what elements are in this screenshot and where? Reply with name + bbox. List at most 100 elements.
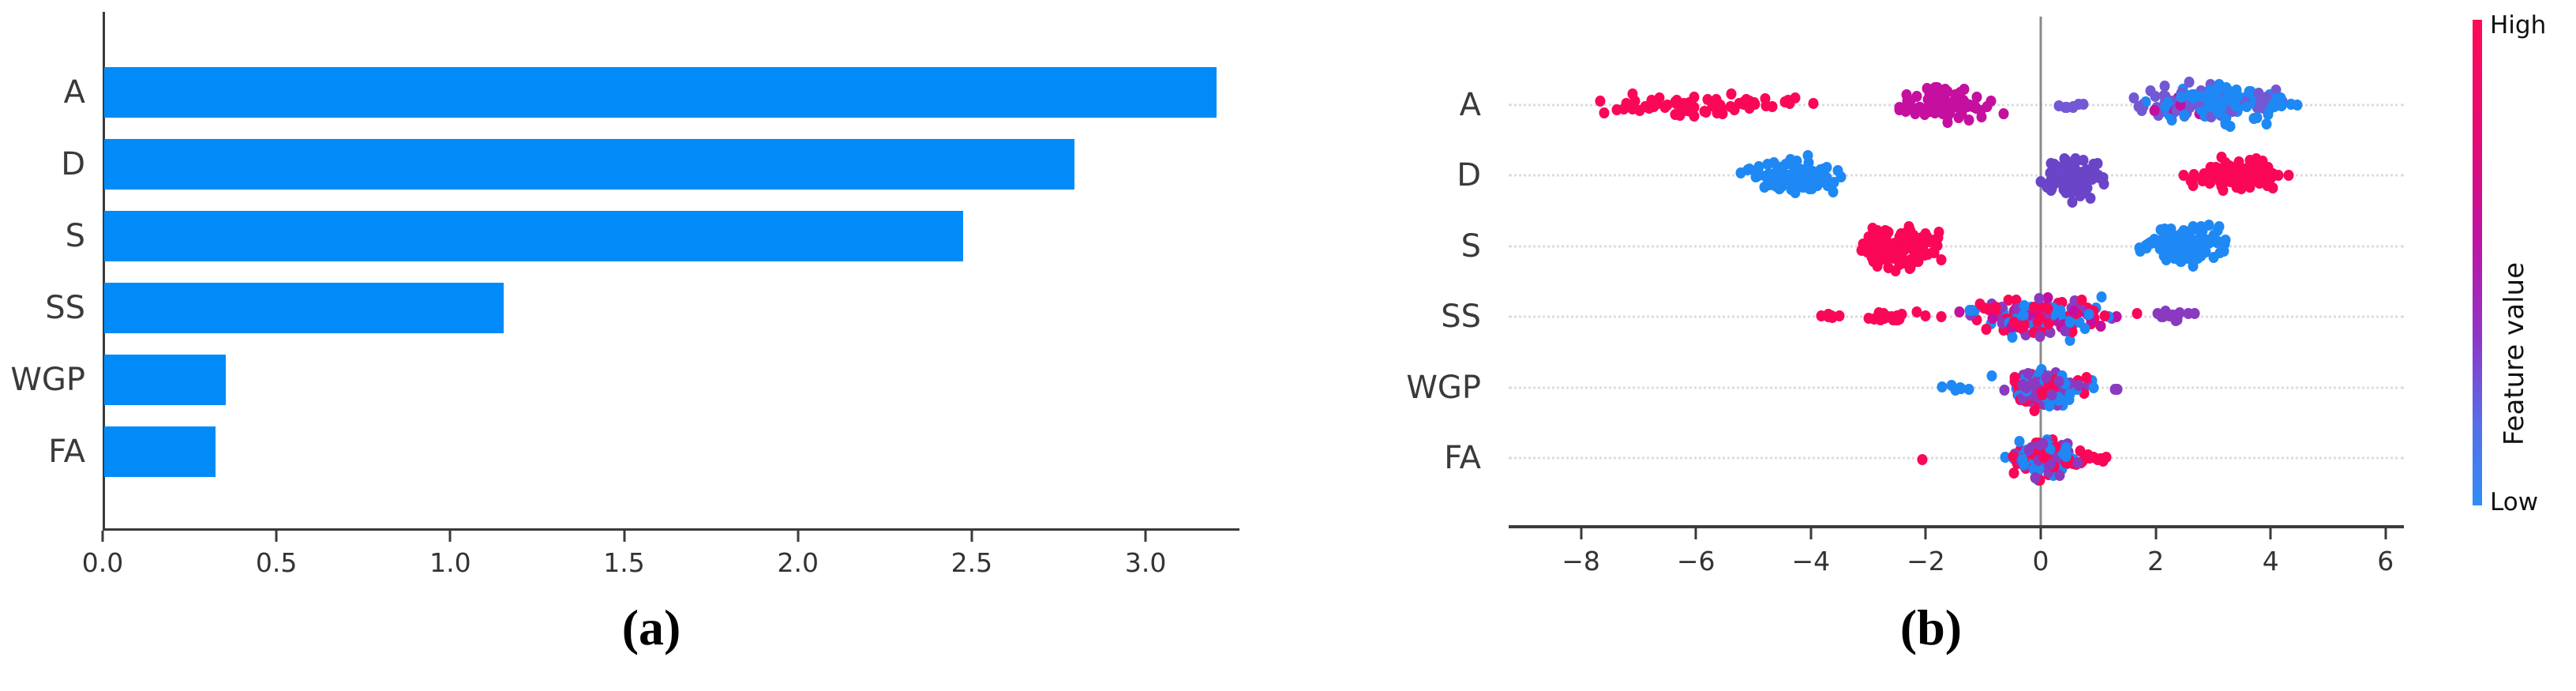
dot (1950, 384, 1961, 396)
bar (104, 426, 216, 477)
dot (1599, 107, 1610, 118)
dot (2038, 451, 2049, 463)
dot (2007, 331, 2018, 343)
y-axis-spine (103, 12, 105, 528)
dot (2159, 81, 2170, 92)
dot (1621, 97, 1632, 109)
beeswarm-row-label: A (1459, 87, 1481, 123)
dot (1749, 98, 1760, 110)
dot (1959, 97, 1970, 109)
x-tick-mark (275, 531, 278, 542)
dot (1689, 92, 1700, 103)
dot (2092, 453, 2103, 465)
dot (2292, 99, 2303, 111)
dot (2060, 451, 2072, 463)
dot (1929, 106, 1940, 118)
x-tick-label: 4 (2262, 546, 2279, 576)
dot (2018, 321, 2029, 333)
dot (2273, 170, 2284, 182)
dot (2081, 372, 2092, 384)
bar (104, 355, 226, 405)
dot (1936, 253, 1947, 265)
bar-row-label: WGP (10, 362, 85, 398)
x-tick-mark (623, 531, 626, 542)
dot (1802, 149, 1813, 161)
bar (104, 67, 1217, 118)
x-tick-label: 0 (2032, 546, 2049, 576)
dot (1816, 310, 1827, 322)
beeswarm-panel: A D S SS WGP FA −8 −6 −4 −2 0 2 4 6 (1287, 0, 2576, 691)
dot (1903, 239, 1914, 251)
dot (2034, 330, 2045, 342)
dot (2149, 105, 2160, 117)
dot (2224, 160, 2235, 172)
dot (1795, 175, 1806, 186)
dot (1918, 238, 1929, 250)
x-tick-label: −8 (1562, 546, 1600, 576)
dot (1937, 381, 1948, 392)
bar-row-label: FA (48, 434, 85, 470)
dot (1726, 88, 1737, 100)
dot (2041, 372, 2052, 384)
dot (2034, 292, 2045, 304)
dot (1964, 305, 1975, 317)
dot (1659, 101, 1670, 113)
dot (2263, 173, 2274, 185)
zero-line (2039, 17, 2042, 525)
dot (2241, 100, 2252, 112)
dot (2045, 327, 2056, 339)
dot (2046, 182, 2057, 194)
dot (1784, 97, 1795, 109)
beeswarm-row-label: S (1460, 228, 1481, 265)
x-tick-mark (2154, 528, 2158, 539)
x-tick-label: −2 (1907, 546, 1945, 576)
dot (1646, 94, 1657, 106)
dot (2017, 378, 2028, 390)
dot (2184, 89, 2195, 101)
dot (2208, 252, 2219, 264)
dot (1911, 306, 1922, 318)
caption-a: (a) (621, 599, 681, 655)
x-tick-label: 6 (2377, 546, 2394, 576)
x-tick-label: 0.0 (81, 547, 124, 578)
dot (1832, 164, 1843, 176)
dot (2216, 180, 2227, 192)
dot (1767, 100, 1778, 112)
dot (1808, 97, 1819, 109)
dot (2070, 169, 2081, 181)
dot (2128, 92, 2139, 103)
dot (1819, 163, 1830, 175)
dot (2251, 152, 2262, 164)
dot (2085, 193, 2096, 205)
dot (1990, 302, 2001, 314)
dot (1998, 108, 2009, 120)
dot (2061, 101, 2072, 113)
dot (1715, 102, 1727, 114)
dot (1922, 83, 1933, 95)
dot (2154, 240, 2165, 252)
dot (2008, 317, 2019, 329)
dot (2046, 389, 2057, 400)
x-tick-label: 2.0 (777, 547, 819, 578)
dot (2183, 307, 2194, 319)
dot (1948, 96, 1959, 107)
dot (1771, 178, 1782, 190)
dot (2213, 236, 2224, 248)
dot (2152, 307, 2163, 319)
dot (1942, 117, 1953, 129)
dot (2066, 186, 2077, 198)
bar-row-label: D (61, 146, 85, 182)
dot (1888, 253, 1899, 265)
dot (1953, 112, 1964, 124)
dot (2169, 250, 2180, 262)
dot (2189, 252, 2200, 264)
dot (2248, 171, 2259, 182)
x-tick-label: 2.5 (951, 547, 993, 578)
dot (1834, 310, 1845, 321)
dot (2053, 100, 2064, 112)
x-tick-mark (1580, 528, 1583, 539)
dot (2195, 220, 2207, 232)
dot (2053, 375, 2064, 387)
dot (1999, 385, 2010, 396)
